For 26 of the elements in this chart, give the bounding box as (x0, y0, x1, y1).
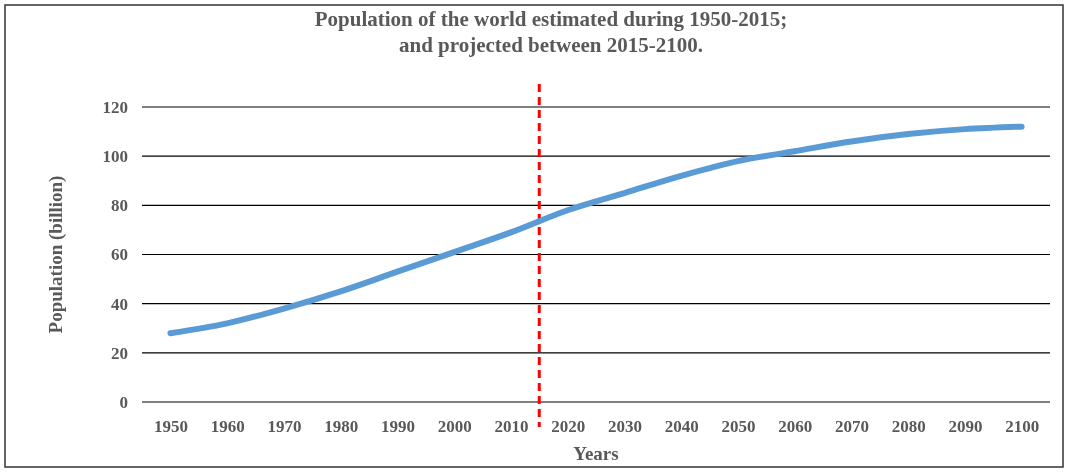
x-tick-label: 1970 (267, 417, 302, 437)
x-tick-label: 2020 (551, 417, 586, 437)
x-tick-label: 2050 (721, 417, 756, 437)
x-tick-label: 1990 (380, 417, 415, 437)
y-tick-label: 0 (119, 392, 128, 412)
x-tick-label: 1980 (324, 417, 359, 437)
x-tick-label: 2030 (607, 417, 642, 437)
x-tick-label: 2070 (834, 417, 869, 437)
x-tick-label: 2060 (778, 417, 813, 437)
x-axis-title: Years (573, 443, 619, 464)
y-tick-label: 40 (111, 294, 128, 314)
x-tick-label: 1960 (210, 417, 245, 437)
y-tick-label: 120 (102, 97, 128, 117)
x-tick-label: 2090 (948, 417, 983, 437)
chart-title: Population of the world estimated during 1950-2015; and projected between 2015-2100. (314, 7, 788, 57)
x-tick-label: 2040 (664, 417, 699, 437)
x-tick-label: 2100 (1005, 417, 1040, 437)
x-tick-label: 2000 (437, 417, 472, 437)
x-tick-label: 1950 (153, 417, 188, 437)
y-tick-label: 20 (111, 343, 128, 363)
y-tick-label: 100 (102, 147, 128, 167)
y-tick-label: 80 (111, 196, 128, 216)
x-tick-label: 2010 (494, 417, 529, 437)
x-tick-label: 2080 (891, 417, 926, 437)
y-tick-label: 60 (111, 245, 128, 265)
y-axis-title: Population (billion) (45, 175, 67, 334)
